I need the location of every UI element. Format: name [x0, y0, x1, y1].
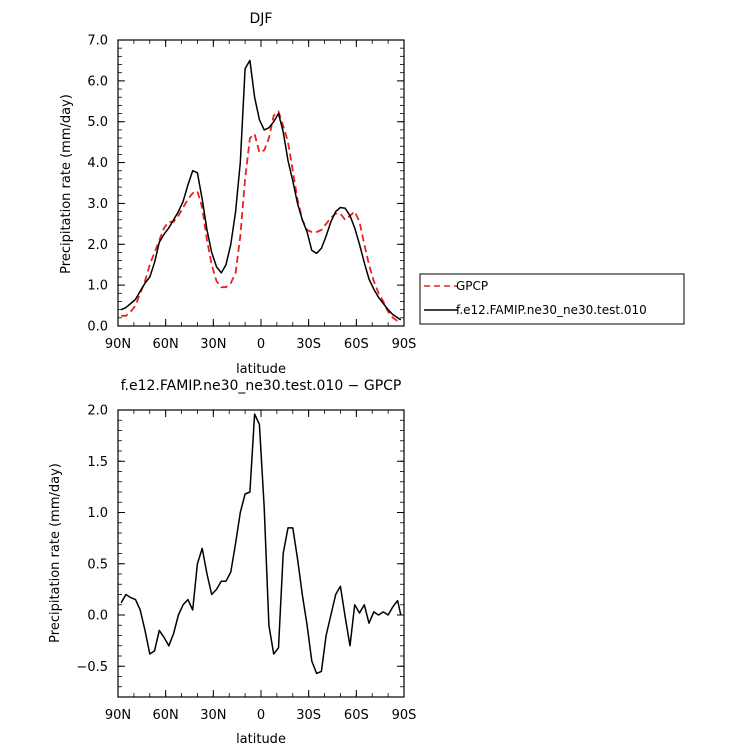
top-x-axis-title: latitude — [236, 362, 286, 377]
bottom-y-axis-title: Precipitation rate (mm/day) — [48, 463, 63, 643]
top-y-tick-label: 3.0 — [87, 197, 108, 212]
top-x-tick-label: 30S — [296, 337, 321, 352]
top-y-tick-label: 0.0 — [87, 320, 108, 335]
bottom-x-tick-label: 90S — [392, 708, 417, 723]
bottom-y-tick-label: 0.0 — [87, 609, 108, 624]
bottom-x-tick-label: 90N — [105, 708, 131, 723]
bottom-x-tick-label: 0 — [257, 708, 265, 723]
top-series-line-f-e12-famip-ne30-ne30-test-010 — [120, 59, 402, 321]
bottom-x-tick-label: 60S — [344, 708, 369, 723]
bottom-y-tick-label: 1.0 — [87, 506, 108, 521]
legend-label-model: f.e12.FAMIP.ne30_ne30.test.010 — [456, 303, 647, 317]
top-y-tick-label: 6.0 — [87, 74, 108, 89]
top-x-tick-label: 60N — [153, 337, 179, 352]
legend: GPCP f.e12.FAMIP.ne30_ne30.test.010 — [419, 273, 685, 325]
top-y-tick-label: 1.0 — [87, 279, 108, 294]
top-plot-area: 0.0 1.0 2.0 3.0 4.0 5.0 6.0 7.0 90N 60N 30N 0 30S 60S… — [87, 34, 416, 353]
top-y-tick-label: 2.0 — [87, 238, 108, 253]
bottom-chart-title: f.e12.FAMIP.ne30_ne30.test.010 − GPCP — [121, 378, 402, 394]
bottom-series-line-difference — [120, 413, 402, 675]
bottom-y-tick-label: 2.0 — [87, 404, 108, 419]
top-x-tick-label: 60S — [344, 337, 369, 352]
top-chart-title: DJF — [250, 11, 273, 27]
top-y-tick-label: 4.0 — [87, 156, 108, 171]
bottom-y-tick-label: 0.5 — [87, 557, 108, 572]
bottom-x-tick-label: 30N — [200, 708, 226, 723]
legend-box — [419, 273, 685, 325]
top-y-tick-label: 7.0 — [87, 34, 108, 49]
bottom-x-tick-label: 60N — [153, 708, 179, 723]
top-panel: DJF 0.0 1.0 2.0 3.0 4.0 5.0 6.0 7.0 90N 60N 30N 0 30… — [59, 11, 416, 377]
top-x-tick-label: 0 — [257, 337, 265, 352]
bottom-panel: f.e12.FAMIP.ne30_ne30.test.010 − GPCP −0… — [48, 378, 416, 747]
top-series-line-gpcp — [121, 110, 402, 323]
bottom-plot-area: −0.5 0.0 0.5 1.0 1.5 2.0 90N 60N 30N 0 30S 60S 90S — [76, 404, 416, 724]
bottom-x-tick-label: 30S — [296, 708, 321, 723]
bottom-y-tick-label: 1.5 — [87, 455, 108, 470]
top-y-tick-label: 5.0 — [87, 115, 108, 130]
top-plot-frame — [117, 39, 405, 327]
legend-label-gpcp: GPCP — [456, 279, 488, 293]
top-x-tick-label: 90N — [105, 337, 131, 352]
top-x-tick-label: 90S — [392, 337, 417, 352]
top-x-tick-label: 30N — [200, 337, 226, 352]
top-y-axis-title: Precipitation rate (mm/day) — [59, 94, 74, 274]
bottom-y-tick-label: −0.5 — [76, 660, 108, 675]
bottom-x-axis-title: latitude — [236, 732, 286, 747]
